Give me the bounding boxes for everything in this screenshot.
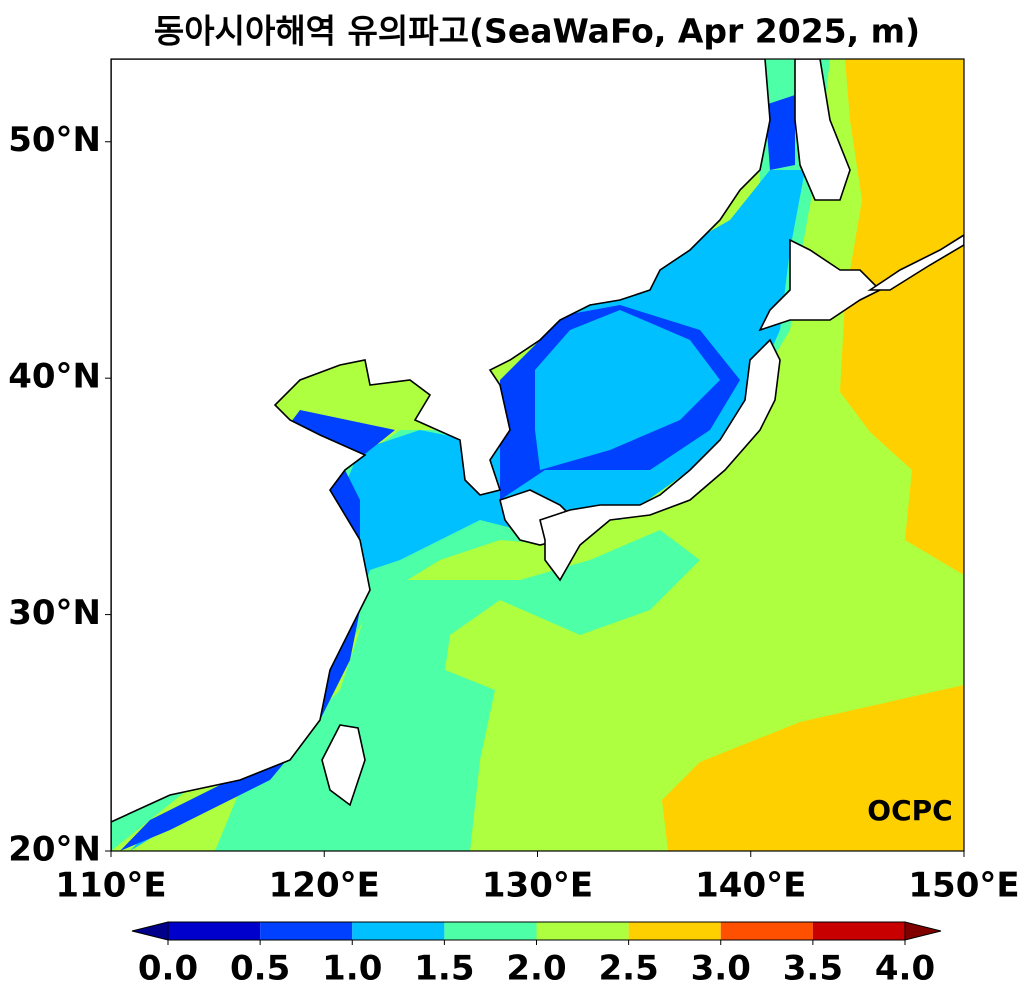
x-tick-label: 130°E bbox=[482, 866, 593, 906]
y-tick-label: 30°N bbox=[8, 593, 101, 633]
y-tick-label: 20°N bbox=[8, 830, 101, 870]
colorbar-label: 1.5 bbox=[414, 949, 474, 989]
contour bbox=[662, 685, 964, 851]
colorbar-under bbox=[131, 921, 169, 941]
contour bbox=[535, 310, 720, 470]
x-tick-label: 150°E bbox=[908, 866, 1019, 906]
colorbar-label: 0.0 bbox=[138, 949, 198, 989]
colorbar-segment bbox=[444, 922, 537, 940]
y-tick-label: 40°N bbox=[8, 357, 101, 397]
y-tick-label: 50°N bbox=[8, 120, 101, 160]
colorbar-label: 3.0 bbox=[691, 949, 751, 989]
colorbar-segment bbox=[260, 922, 353, 940]
colorbar-label: 4.0 bbox=[875, 949, 935, 989]
map: OCPC bbox=[111, 59, 964, 851]
colorbar-segment bbox=[720, 922, 813, 940]
colorbar-over bbox=[904, 921, 942, 941]
x-tick-label: 140°E bbox=[695, 866, 806, 906]
chart-title: 동아시아해역 유의파고(SeaWaFo, Apr 2025, m) bbox=[154, 12, 920, 51]
colorbar-segment bbox=[812, 922, 905, 940]
logo: OCPC bbox=[867, 794, 952, 827]
x-tick-label: 110°E bbox=[55, 866, 166, 906]
colorbar-label: 2.5 bbox=[599, 949, 659, 989]
colorbar-segment bbox=[168, 922, 261, 940]
contour bbox=[840, 59, 964, 575]
colorbar-label: 2.0 bbox=[506, 949, 566, 989]
colorbar-label: 1.0 bbox=[322, 949, 382, 989]
contour bbox=[765, 95, 795, 170]
land bbox=[111, 59, 964, 851]
x-tick-label: 120°E bbox=[269, 866, 380, 906]
colorbar-segment bbox=[628, 922, 721, 940]
colorbar-segment bbox=[536, 922, 629, 940]
colorbar-label: 0.5 bbox=[230, 949, 290, 989]
colorbar-segment bbox=[352, 922, 445, 940]
colorbar-label: 3.5 bbox=[783, 949, 843, 989]
